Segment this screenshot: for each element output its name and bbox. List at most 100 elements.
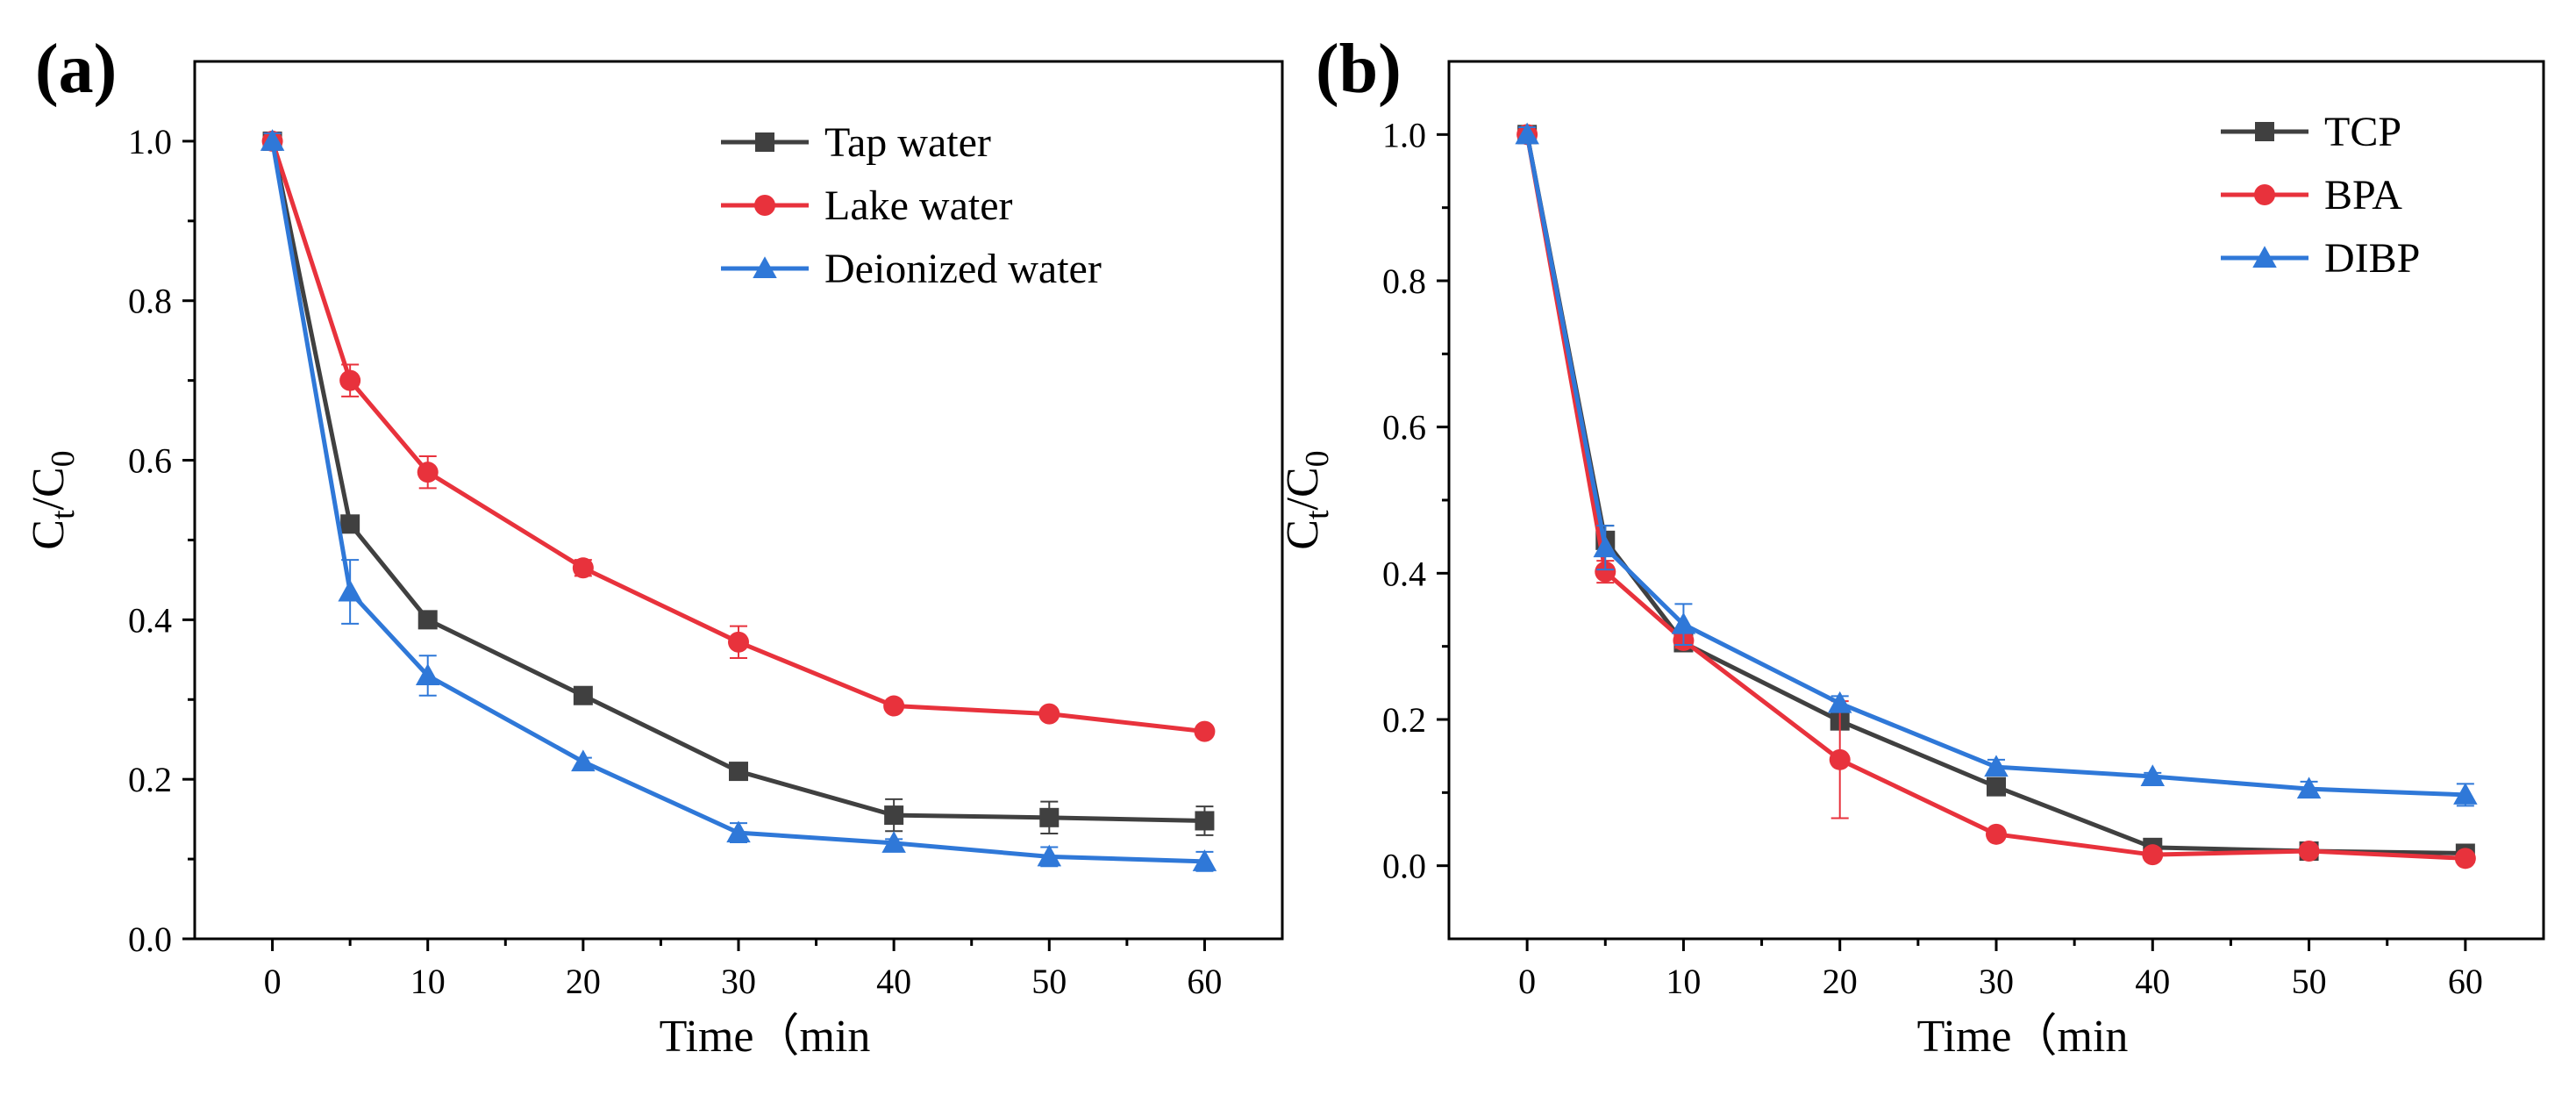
x-tick-label-b: 40 bbox=[2135, 962, 2170, 1001]
data-point-bpa bbox=[2298, 841, 2320, 862]
data-point-bpa bbox=[1829, 748, 1851, 770]
data-point-bpa bbox=[1595, 561, 1616, 583]
data-point-dibp bbox=[2140, 764, 2166, 786]
axis-ticks-b: 0 10 20 30 40 50 60 0.0 0.2 0.4 0.6 0.8 1.0 bbox=[1382, 115, 2483, 1001]
x-tick-label-a: 40 bbox=[876, 962, 911, 1001]
x-tick-label-a: 60 bbox=[1187, 962, 1222, 1001]
x-tick-label-a: 0 bbox=[264, 962, 282, 1001]
x-tick-label-b: 30 bbox=[1979, 962, 2014, 1001]
x-tick-label-a: 50 bbox=[1031, 962, 1067, 1001]
y-tick-label-b: 0.0 bbox=[1382, 847, 1426, 886]
data-point-deionized-water bbox=[1037, 844, 1062, 867]
data-point-dibp bbox=[1593, 535, 1618, 558]
data-point-bpa bbox=[2142, 844, 2164, 866]
series-line-dibp bbox=[1524, 133, 2465, 798]
data-point-deionized-water bbox=[881, 831, 906, 853]
legend-label-lake-water: Lake water bbox=[824, 182, 1013, 229]
legend-label-dibp: DIBP bbox=[2324, 235, 2420, 282]
y-axis-title-b: Ct/C0 bbox=[1278, 450, 1336, 549]
x-tick-label-b: 10 bbox=[1666, 962, 1701, 1001]
data-point-deionized-water bbox=[338, 579, 362, 602]
data-point-dibp bbox=[1515, 122, 1539, 145]
data-point-deionized-water bbox=[415, 663, 440, 685]
y-axis-title-sub-0-a: 0 bbox=[45, 450, 82, 467]
data-point-lake-water bbox=[417, 462, 439, 483]
data-point-deionized-water bbox=[1192, 849, 1217, 871]
series-line-deionized-water bbox=[270, 140, 1205, 864]
data-point-tap-water bbox=[729, 762, 748, 782]
data-point-tap-water bbox=[417, 610, 438, 630]
data-point-lake-water bbox=[728, 631, 749, 653]
y-axis-title-sep-a: /C bbox=[24, 467, 74, 510]
chart-panel-a: (a) 0 10 20 30 40 50 60 0.0 0.2 0.4 0.6 0.8 1.0 Time… bbox=[24, 31, 1284, 1062]
x-tick-label-a: 10 bbox=[410, 962, 446, 1001]
data-point-deionized-water bbox=[260, 129, 285, 151]
data-point-deionized-water bbox=[571, 749, 596, 772]
y-tick-label-b: 0.6 bbox=[1382, 408, 1426, 447]
legend-marker-lake-water bbox=[754, 195, 775, 216]
data-point-bpa bbox=[2454, 848, 2476, 870]
x-axis-title-b: Time（min bbox=[1917, 1012, 2129, 1062]
data-point-lake-water bbox=[1038, 703, 1060, 725]
series-line-bpa bbox=[1524, 133, 2465, 861]
data-point-tap-water bbox=[1039, 807, 1060, 827]
y-tick-label-a: 1.0 bbox=[128, 122, 172, 161]
data-point-tap-water bbox=[884, 805, 904, 826]
x-axis-title-a: Time（min bbox=[660, 1012, 871, 1062]
series-line-lake-water bbox=[270, 140, 1205, 734]
legend-label-tcp: TCP bbox=[2324, 109, 2401, 155]
data-point-tap-water bbox=[573, 685, 593, 705]
series-line-tap-water bbox=[270, 140, 1205, 823]
data-point-dibp bbox=[2296, 777, 2322, 799]
x-tick-label-a: 30 bbox=[721, 962, 756, 1001]
plot-frame-b bbox=[1447, 60, 2545, 941]
y-axis-title-a: Ct/C0 bbox=[24, 450, 82, 549]
y-tick-label-b: 0.8 bbox=[1382, 261, 1426, 301]
y-tick-label-a: 0.6 bbox=[128, 441, 172, 481]
data-point-lake-water bbox=[572, 557, 594, 579]
legend-marker-dibp bbox=[2252, 246, 2277, 268]
legend-b: TCP BPA DIBP bbox=[2221, 109, 2420, 282]
y-axis-title-c-a: C bbox=[24, 519, 74, 550]
chart-panel-b: (b) 0 10 20 30 40 50 60 0.0 0.2 0.4 0.6 0.8 1.0 Time… bbox=[1278, 31, 2545, 1062]
y-axis-title-sub-t-a: t bbox=[45, 510, 82, 519]
axis-ticks-a: 0 10 20 30 40 50 60 0.0 0.2 0.4 0.6 0.8 1.0 bbox=[128, 122, 1222, 1001]
y-axis-title-sub-t-b: t bbox=[1299, 510, 1336, 519]
legend-marker-bpa bbox=[2254, 184, 2275, 205]
data-point-lake-water bbox=[339, 369, 361, 391]
data-point-deionized-water bbox=[726, 820, 751, 843]
data-point-lake-water bbox=[1194, 720, 1216, 742]
data-point-dibp bbox=[1984, 755, 2009, 777]
x-tick-label-b: 50 bbox=[2292, 962, 2327, 1001]
data-point-bpa bbox=[1986, 823, 2007, 845]
legend-marker-deionized-water bbox=[753, 256, 777, 278]
panel-label-a: (a) bbox=[35, 31, 117, 108]
legend-marker-tcp bbox=[2255, 122, 2274, 141]
data-point-dibp bbox=[2453, 783, 2478, 805]
legend-label-deionized-water: Deionized water bbox=[824, 246, 1102, 292]
y-axis-title-sub-0-b: 0 bbox=[1299, 450, 1336, 467]
data-point-lake-water bbox=[883, 695, 905, 717]
data-point-tap-water bbox=[340, 514, 360, 534]
plot-frame-a bbox=[193, 60, 1284, 941]
y-tick-label-a: 0.8 bbox=[128, 282, 172, 321]
x-tick-label-a: 20 bbox=[566, 962, 601, 1001]
data-point-dibp bbox=[1671, 612, 1696, 634]
panel-label-b: (b) bbox=[1316, 31, 1402, 108]
x-tick-label-b: 20 bbox=[1823, 962, 1858, 1001]
legend-a: Tap water Lake water Deionized water bbox=[721, 119, 1102, 292]
y-tick-label-b: 0.2 bbox=[1382, 700, 1426, 740]
data-point-dibp bbox=[1827, 691, 1852, 713]
data-point-tcp bbox=[1987, 777, 2006, 797]
x-tick-label-b: 60 bbox=[2448, 962, 2483, 1001]
y-tick-label-a: 0.4 bbox=[128, 600, 172, 640]
data-point-tap-water bbox=[1195, 811, 1215, 831]
x-tick-label-b: 0 bbox=[1518, 962, 1536, 1001]
y-tick-label-a: 0.0 bbox=[128, 920, 172, 959]
legend-label-tap-water: Tap water bbox=[824, 119, 991, 166]
y-tick-label-a: 0.2 bbox=[128, 760, 172, 799]
chart-marks-b bbox=[1515, 122, 2478, 870]
legend-marker-tap-water bbox=[755, 132, 774, 152]
y-axis-title-c-b: C bbox=[1278, 519, 1328, 550]
